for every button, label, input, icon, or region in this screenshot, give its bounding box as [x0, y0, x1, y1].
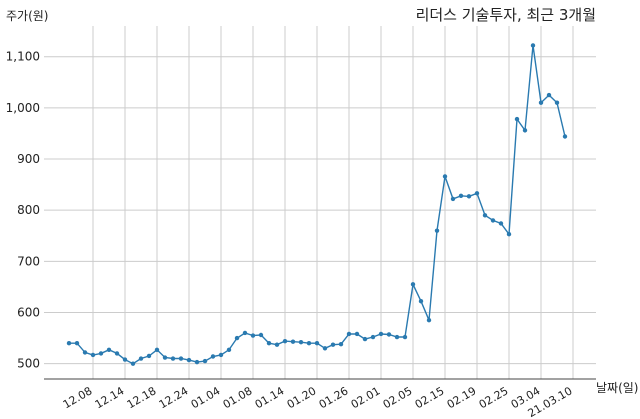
data-point	[314, 340, 320, 346]
data-point	[290, 339, 296, 344]
data-point	[234, 335, 240, 341]
data-point	[370, 334, 376, 340]
data-point	[362, 336, 368, 342]
data-point	[338, 342, 344, 347]
x-tick-label: 01.08	[221, 384, 255, 411]
x-axis-ticks: 12.0812.1412.1812.2401.0401.0801.1401.20…	[61, 384, 575, 419]
data-point	[186, 357, 192, 363]
x-tick-label: 12.08	[61, 384, 95, 411]
data-point	[114, 351, 120, 356]
data-point	[306, 340, 312, 346]
x-tick-label: 02.19	[445, 384, 479, 411]
data-point	[498, 221, 504, 226]
x-tick-label: 01.26	[317, 384, 351, 411]
x-tick-label: 01.04	[189, 384, 223, 411]
data-point	[130, 361, 136, 366]
data-point	[218, 352, 224, 358]
data-point	[386, 332, 392, 337]
data-point	[402, 334, 408, 340]
data-point	[410, 282, 416, 287]
data-point	[154, 347, 160, 353]
data-point	[146, 353, 152, 359]
data-point	[458, 193, 464, 199]
data-point	[562, 134, 568, 139]
data-point	[298, 339, 304, 345]
data-point	[394, 334, 400, 340]
data-point	[210, 354, 216, 359]
data-point	[434, 228, 440, 233]
data-point	[106, 347, 112, 353]
data-point	[442, 174, 448, 179]
data-point	[354, 331, 360, 337]
x-tick-label: 12.24	[157, 384, 191, 411]
x-tick-label: 12.14	[93, 384, 127, 411]
data-point	[538, 100, 544, 105]
data-point	[82, 350, 88, 355]
data-point	[546, 92, 552, 98]
x-tick-label: 02.25	[477, 384, 511, 411]
data-point	[98, 351, 104, 356]
data-point	[466, 194, 472, 199]
data-point	[346, 331, 352, 337]
data-point	[250, 333, 256, 338]
data-point	[554, 100, 560, 105]
data-point	[322, 346, 328, 351]
x-tick-label: 01.20	[285, 384, 319, 411]
data-point	[490, 218, 496, 223]
data-point	[378, 331, 384, 337]
data-point	[266, 340, 272, 346]
x-tick-label: 02.15	[413, 384, 447, 411]
data-point	[138, 356, 144, 361]
y-axis-label: 주가(원)	[6, 9, 48, 23]
series-layer	[66, 43, 568, 366]
data-point	[482, 213, 488, 218]
grid-lines	[44, 26, 596, 379]
data-point	[242, 330, 248, 336]
data-point	[522, 128, 528, 133]
data-point	[474, 191, 480, 196]
data-point	[162, 355, 168, 360]
y-tick-label: 800	[17, 203, 40, 217]
data-point	[74, 340, 80, 346]
data-point	[274, 342, 280, 347]
data-point	[66, 340, 72, 346]
data-point	[418, 299, 424, 304]
chart-title: 리더스 기술투자, 최근 3개월	[416, 6, 596, 24]
data-point	[170, 356, 176, 361]
data-point	[90, 352, 96, 358]
y-axis-ticks: 500 600 700 800 900 1,000 1,100	[6, 50, 40, 371]
data-point	[506, 232, 512, 237]
y-tick-label: 1,000	[6, 101, 40, 115]
data-point	[514, 116, 520, 122]
x-tick-label: 02.01	[349, 384, 383, 411]
data-point	[194, 359, 200, 365]
data-point	[226, 347, 232, 353]
data-point	[330, 342, 336, 347]
x-tick-label: 02.05	[381, 384, 415, 411]
data-point	[530, 43, 536, 48]
data-point	[202, 358, 208, 364]
y-tick-label: 1,100	[6, 50, 40, 64]
y-tick-label: 700	[17, 254, 40, 268]
data-point	[178, 356, 184, 361]
y-tick-label: 500	[17, 357, 40, 371]
data-point	[122, 357, 128, 362]
x-tick-label: 12.18	[125, 384, 159, 411]
y-tick-label: 900	[17, 152, 40, 166]
data-point	[450, 196, 456, 202]
data-point	[282, 338, 288, 344]
data-point	[258, 332, 264, 338]
y-tick-label: 600	[17, 305, 40, 319]
x-axis-label: 날짜(일)	[596, 381, 638, 395]
data-point	[426, 317, 432, 323]
x-tick-label: 01.14	[253, 384, 287, 411]
